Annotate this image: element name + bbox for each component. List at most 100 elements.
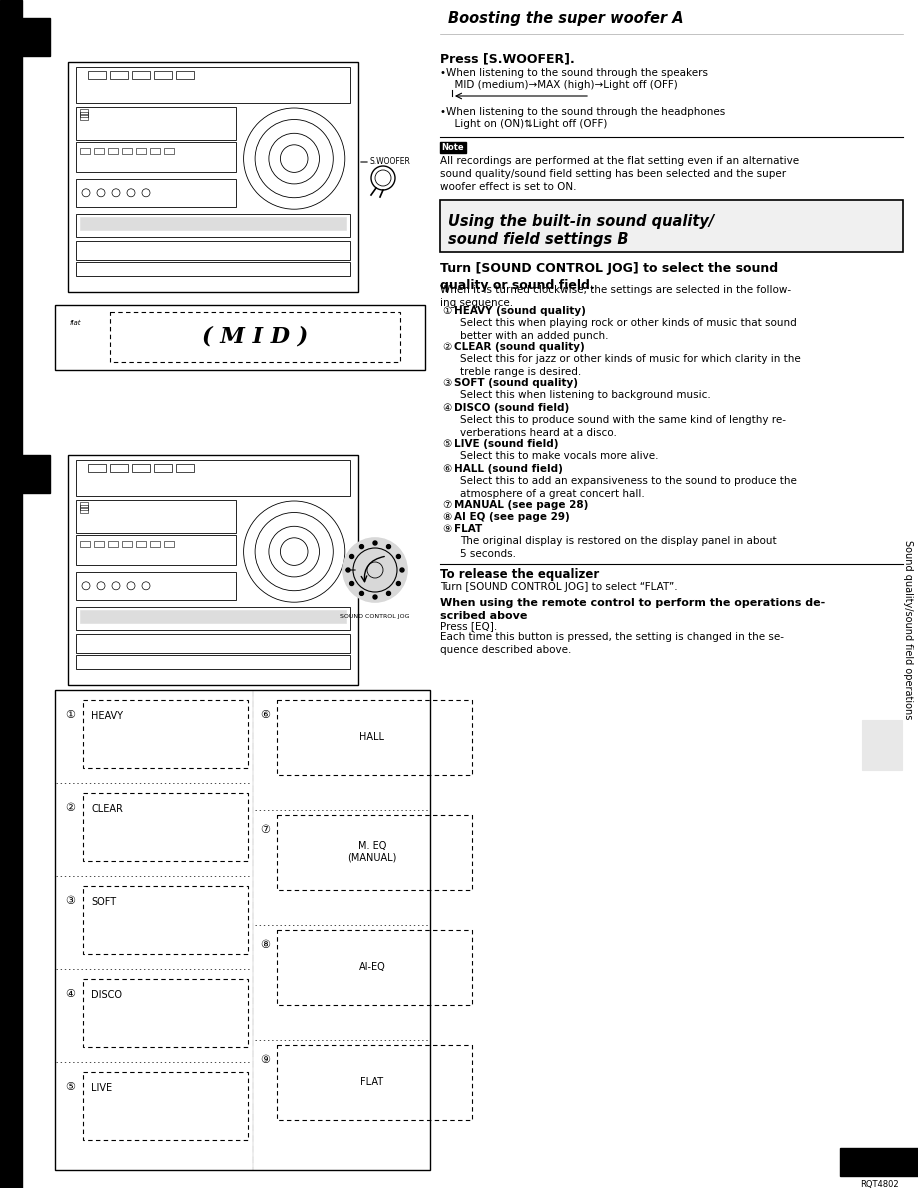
Bar	[76, 214, 350, 236]
Bar	[88, 465, 106, 472]
Text: HALL (sound field): HALL (sound field)	[454, 465, 563, 474]
Bar	[83, 886, 248, 954]
Bar	[76, 571, 236, 600]
Text: The original display is restored on the display panel in about
5 seconds.: The original display is restored on the …	[460, 536, 777, 558]
Text: Press [EQ].: Press [EQ].	[440, 621, 498, 631]
Bar	[440, 200, 903, 252]
Text: ②: ②	[65, 803, 75, 813]
Bar	[83, 794, 248, 861]
Bar	[154, 465, 172, 472]
Circle shape	[350, 581, 353, 586]
Bar	[840, 1148, 918, 1176]
Text: RQT4802: RQT4802	[859, 1180, 899, 1188]
Bar	[76, 500, 236, 532]
Text: MANUAL (see page 28): MANUAL (see page 28)	[454, 500, 588, 510]
Text: Select this when playing rock or other kinds of music that sound
better with an : Select this when playing rock or other k…	[460, 318, 797, 341]
Text: ⑥: ⑥	[260, 710, 270, 720]
Bar	[150, 541, 160, 546]
Bar	[88, 71, 106, 78]
Bar	[76, 67, 350, 103]
Text: HALL: HALL	[360, 732, 385, 742]
Text: DISCO: DISCO	[91, 990, 122, 1000]
Text: Select this when listening to background music.: Select this when listening to background…	[460, 390, 711, 400]
Text: SOFT: SOFT	[91, 897, 116, 906]
Text: •When listening to the sound through the headphones: •When listening to the sound through the…	[440, 107, 725, 116]
Bar	[132, 465, 150, 472]
Text: sound field settings B: sound field settings B	[448, 232, 629, 247]
Circle shape	[350, 555, 353, 558]
Bar	[68, 62, 358, 292]
Text: Boosting the super woofer A: Boosting the super woofer A	[448, 12, 684, 26]
Bar	[55, 690, 430, 1170]
Text: Each time this button is pressed, the setting is changed in the se-
quence descr: Each time this button is pressed, the se…	[440, 632, 784, 656]
Text: Note: Note	[441, 144, 464, 152]
Text: Turn [SOUND CONTROL JOG] to select the sound
quality or sound field.: Turn [SOUND CONTROL JOG] to select the s…	[440, 263, 778, 292]
Text: ③: ③	[442, 378, 452, 388]
Text: ③: ③	[65, 896, 75, 906]
Text: A: A	[29, 29, 43, 46]
Circle shape	[397, 555, 400, 558]
Text: Select this to add an expansiveness to the sound to produce the
atmosphere of a : Select this to add an expansiveness to t…	[460, 476, 797, 499]
Circle shape	[343, 538, 407, 602]
Text: ⑦: ⑦	[442, 500, 452, 510]
Bar	[108, 541, 118, 546]
Text: ①: ①	[442, 307, 452, 316]
Bar	[76, 536, 236, 565]
Text: FLAT: FLAT	[454, 524, 482, 533]
Bar	[132, 71, 150, 78]
Text: M. EQ
(MANUAL): M. EQ (MANUAL)	[347, 841, 397, 862]
Bar	[277, 815, 472, 890]
Bar	[76, 634, 350, 652]
Bar	[76, 241, 350, 259]
Text: All recordings are performed at the flat setting even if an alternative
sound qu: All recordings are performed at the flat…	[440, 156, 800, 192]
Text: ⑧: ⑧	[442, 512, 452, 522]
Bar	[76, 107, 236, 140]
Text: Select this to make vocals more alive.: Select this to make vocals more alive.	[460, 451, 658, 461]
Text: S.WOOFER: S.WOOFER	[370, 158, 411, 166]
Bar	[22, 18, 50, 56]
Bar	[110, 71, 128, 78]
Text: HEAVY (sound quality): HEAVY (sound quality)	[454, 307, 586, 316]
Bar	[440, 5, 903, 33]
Bar	[164, 147, 174, 153]
Text: To release the equalizer: To release the equalizer	[440, 568, 599, 581]
Text: LIVE: LIVE	[91, 1083, 112, 1093]
Text: flat: flat	[70, 320, 82, 326]
Bar	[122, 541, 132, 546]
Bar	[122, 147, 132, 153]
Bar	[80, 109, 88, 114]
Bar	[164, 541, 174, 546]
Text: Using the built-in sound quality/: Using the built-in sound quality/	[448, 214, 714, 229]
Bar	[83, 1072, 248, 1140]
Bar	[440, 143, 466, 153]
Bar	[76, 655, 350, 669]
Bar	[176, 71, 194, 78]
Bar	[80, 115, 88, 120]
Text: ⑥: ⑥	[442, 465, 452, 474]
Bar	[76, 179, 236, 207]
Bar	[76, 143, 236, 172]
Circle shape	[386, 592, 390, 595]
Text: Turn [SOUND CONTROL JOG] to select “FLAT”.: Turn [SOUND CONTROL JOG] to select “FLAT…	[440, 582, 677, 592]
Bar	[440, 200, 903, 252]
Bar	[94, 147, 104, 153]
Text: ②: ②	[442, 342, 452, 352]
Text: HEAVY: HEAVY	[91, 710, 123, 721]
Text: ( M I D ): ( M I D )	[202, 326, 308, 348]
Text: ①: ①	[65, 710, 75, 720]
Text: AI-EQ: AI-EQ	[359, 962, 386, 972]
Bar	[862, 720, 902, 770]
Bar	[76, 261, 350, 276]
Text: Select this for jazz or other kinds of music for which clarity in the
treble ran: Select this for jazz or other kinds of m…	[460, 354, 800, 377]
Bar	[22, 455, 50, 493]
Bar	[136, 147, 146, 153]
Bar	[176, 465, 194, 472]
Text: SOUND CONTROL JOG: SOUND CONTROL JOG	[341, 614, 409, 619]
Bar	[80, 147, 90, 153]
Text: Sound quality/sound field operations: Sound quality/sound field operations	[903, 541, 913, 720]
Text: MID (medium)→MAX (high)→Light off (OFF): MID (medium)→MAX (high)→Light off (OFF)	[448, 80, 677, 90]
Text: AI EQ (see page 29): AI EQ (see page 29)	[454, 512, 570, 522]
Text: CLEAR (sound quality): CLEAR (sound quality)	[454, 342, 585, 352]
Bar	[110, 312, 400, 362]
Text: CLEAR: CLEAR	[91, 804, 123, 814]
